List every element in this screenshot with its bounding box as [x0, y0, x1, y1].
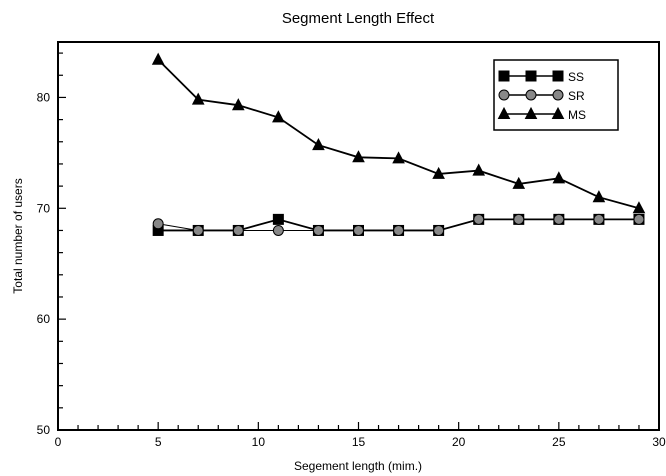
legend-marker-ss [498, 70, 510, 82]
x-tick-label: 30 [652, 435, 666, 449]
data-point-ms [472, 163, 486, 176]
legend-marker-sr [552, 89, 564, 101]
x-tick-label: 5 [155, 435, 162, 449]
legend-items: SS SR MS [497, 70, 586, 122]
data-point-ms [552, 171, 566, 184]
data-point-ms [191, 92, 205, 105]
data-point-ms [352, 150, 365, 163]
data-point-ms [272, 110, 285, 123]
data-point-ms [151, 52, 165, 65]
x-tick-label: 15 [352, 435, 366, 449]
y-tick-label: 70 [37, 201, 51, 215]
data-point-sr [513, 213, 525, 225]
data-point-sr [593, 213, 605, 225]
legend-marker-ss [552, 70, 564, 82]
x-tick-label: 10 [252, 435, 266, 449]
data-point-ms [432, 166, 445, 179]
y-tick-label: 50 [37, 423, 51, 437]
legend-marker-sr [498, 89, 510, 101]
data-point-sr [393, 224, 405, 236]
data-point-ms [592, 190, 606, 203]
data-point-ms [392, 151, 405, 164]
y-tick-label: 80 [37, 90, 51, 104]
x-tick-label: 0 [55, 435, 62, 449]
data-point-sr [433, 224, 445, 236]
x-axis-label: Segement length (mim.) [294, 459, 422, 473]
legend-label-ss: SS [568, 70, 584, 84]
data-point-ms [231, 98, 245, 111]
data-point-sr [312, 224, 324, 236]
data-point-ms [512, 176, 526, 189]
legend-label-sr: SR [568, 89, 585, 103]
legend-marker-ms [551, 106, 565, 119]
chart-title: Segment Length Effect [282, 10, 435, 27]
y-axis-ticks: 50 60 70 80 [37, 52, 66, 437]
legend-marker-ms [524, 106, 538, 119]
legend-marker-ss [525, 70, 537, 82]
x-axis-ticks: 0 5 10 15 20 25 30 [55, 422, 666, 449]
data-point-sr [633, 213, 645, 225]
y-axis-label: Total number of users [11, 178, 25, 293]
data-point-sr [232, 224, 244, 236]
data-point-ms [632, 201, 646, 214]
data-point-sr [152, 218, 164, 230]
series-layer [151, 52, 646, 236]
legend: SS SR MS [493, 59, 619, 131]
data-point-sr [473, 213, 485, 225]
x-tick-label: 20 [452, 435, 466, 449]
data-point-sr [272, 224, 284, 236]
data-point-sr [192, 224, 204, 236]
legend-label-ms: MS [568, 108, 586, 122]
data-point-sr [553, 213, 565, 225]
data-point-ms [312, 138, 325, 151]
legend-marker-ms [497, 106, 511, 119]
legend-marker-sr [525, 89, 537, 101]
data-point-ss [272, 213, 284, 225]
x-tick-label: 25 [552, 435, 566, 449]
data-point-sr [353, 224, 364, 236]
y-tick-label: 60 [37, 312, 51, 326]
